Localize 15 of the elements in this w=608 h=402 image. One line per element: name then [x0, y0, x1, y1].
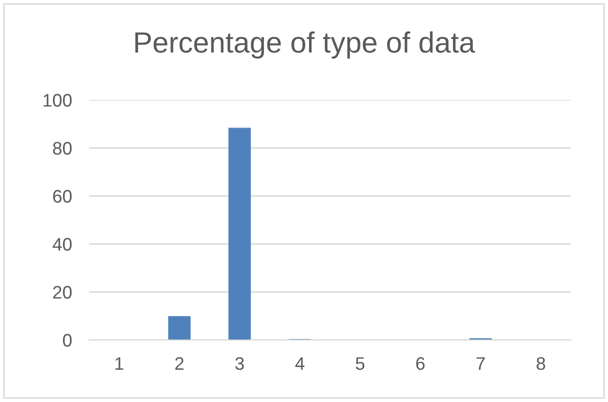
y-tick-label: 40 — [52, 238, 72, 251]
x-tick-label: 2 — [175, 357, 184, 370]
x-tick-label: 3 — [235, 357, 244, 370]
y-tick-label: 60 — [53, 190, 72, 203]
x-tick-label: 7 — [476, 357, 485, 370]
y-tick-label: 100 — [44, 94, 72, 107]
x-tick-label: 8 — [536, 357, 546, 370]
y-tick-label: 80 — [53, 142, 72, 155]
chart-title: Percentage of type of data — [135, 31, 476, 59]
y-tick-label: 20 — [53, 286, 72, 299]
x-tick-label: 4 — [295, 357, 304, 370]
y-tick-label: 0 — [63, 334, 72, 347]
x-tick-label: 1 — [115, 357, 124, 370]
x-tick-label: 5 — [356, 357, 364, 370]
x-tick-label: 6 — [416, 357, 425, 370]
